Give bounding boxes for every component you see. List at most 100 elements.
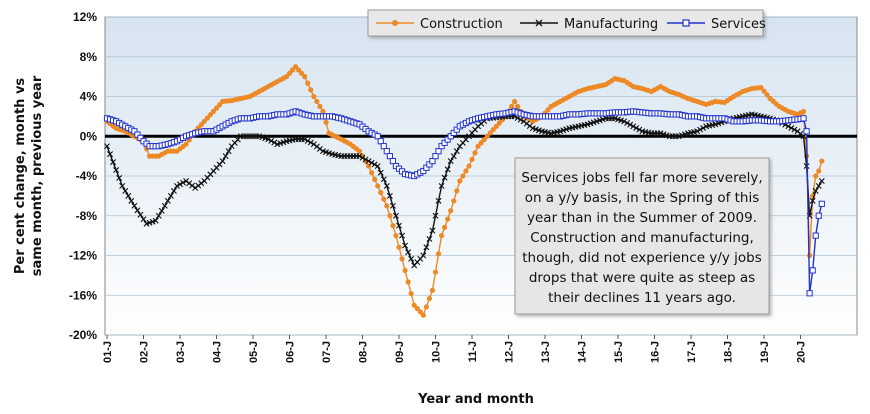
x-tick-label: 02-J [139,341,151,363]
data-point [125,192,132,199]
data-point [299,70,305,76]
data-point [411,302,417,308]
x-tick-label: 05-J [248,341,260,363]
data-point [438,233,445,239]
data-point [389,202,396,209]
data-point [377,169,384,176]
data-point [372,176,378,182]
data-point [515,103,521,110]
data-point [402,267,408,274]
legend-marker [535,19,543,27]
data-point [475,143,481,149]
legend-box [367,9,764,37]
data-point [371,161,378,168]
y-tick-label: -20% [69,328,97,342]
data-point [222,153,229,160]
data-point [314,98,320,105]
data-point [225,148,232,155]
data-point [429,227,436,234]
data-point [414,305,420,312]
data-point [308,87,314,93]
data-point [304,137,311,144]
data-point [815,212,822,219]
data-point [496,120,502,126]
data-point [800,108,807,115]
annotation-line-1: Services jobs fell far more severely, [521,170,762,186]
annotation-line-6: drops that were quite as steep as [529,270,755,286]
data-point [432,269,439,275]
data-point [131,202,138,209]
data-point [435,148,442,155]
legend-label-construction: Construction [420,17,503,32]
x-tick-label: 19-J [759,341,771,363]
data-point [292,64,299,70]
data-point [408,255,415,262]
data-point [435,197,442,204]
data-point [183,141,189,147]
y-tick-label: -4% [76,169,98,183]
data-point [301,136,308,143]
x-tick-label: 09-J [394,341,406,363]
annotation-line-7: their declines 11 years ago. [548,290,736,306]
data-point [429,157,436,165]
data-point [399,256,405,262]
y-tick-label: -16% [69,288,97,302]
data-point [420,252,427,259]
data-point [809,267,816,274]
annotation-background [514,157,770,315]
data-point [444,166,451,173]
annotation-line-2: on a y/y basis, in the Spring of this [525,190,760,206]
data-point [201,118,207,124]
annotation-box [514,157,770,315]
data-point [478,140,484,146]
data-point [375,183,381,189]
series-services [103,108,825,297]
data-point [813,173,819,179]
data-point [204,115,210,121]
data-point [420,312,426,318]
data-point [429,287,436,293]
x-tick-label: 03-J [175,341,187,363]
data-point [380,176,387,183]
x-tick-label: 17-J [686,341,698,363]
data-point [374,133,381,140]
data-point [170,187,177,194]
data-point [809,197,816,204]
data-point [405,279,411,285]
data-point [305,80,311,86]
data-point [173,182,180,189]
y-tick-label: 12% [73,10,97,24]
data-point [396,222,402,229]
x-tick-label: 16-J [650,341,662,363]
data-point [383,148,390,155]
data-point [624,120,631,126]
data-point [374,163,381,170]
data-point [216,102,223,108]
data-point [481,136,487,143]
data-point [317,103,323,110]
data-point [356,153,363,160]
annotation-line-5: though, did not experience y/y jobs [522,250,762,266]
data-point [517,116,524,123]
x-tick-label: 07-J [321,341,333,363]
data-point [450,153,457,160]
data-point [158,207,165,214]
data-point [356,148,363,154]
annotation-line-4: Construction and manufacturing, [530,230,754,246]
y-tick-label: -8% [76,209,98,223]
data-point [386,192,393,199]
data-point [445,216,451,222]
data-point [627,121,634,128]
data-point [816,168,822,174]
data-point [630,123,637,130]
data-point [803,128,810,135]
data-point [815,182,822,189]
data-point [493,123,499,129]
y-tick-label: 4% [80,90,98,104]
data-point [399,232,406,239]
data-point [448,208,454,214]
data-point [466,163,472,169]
data-point [177,181,183,188]
data-point [365,158,372,165]
